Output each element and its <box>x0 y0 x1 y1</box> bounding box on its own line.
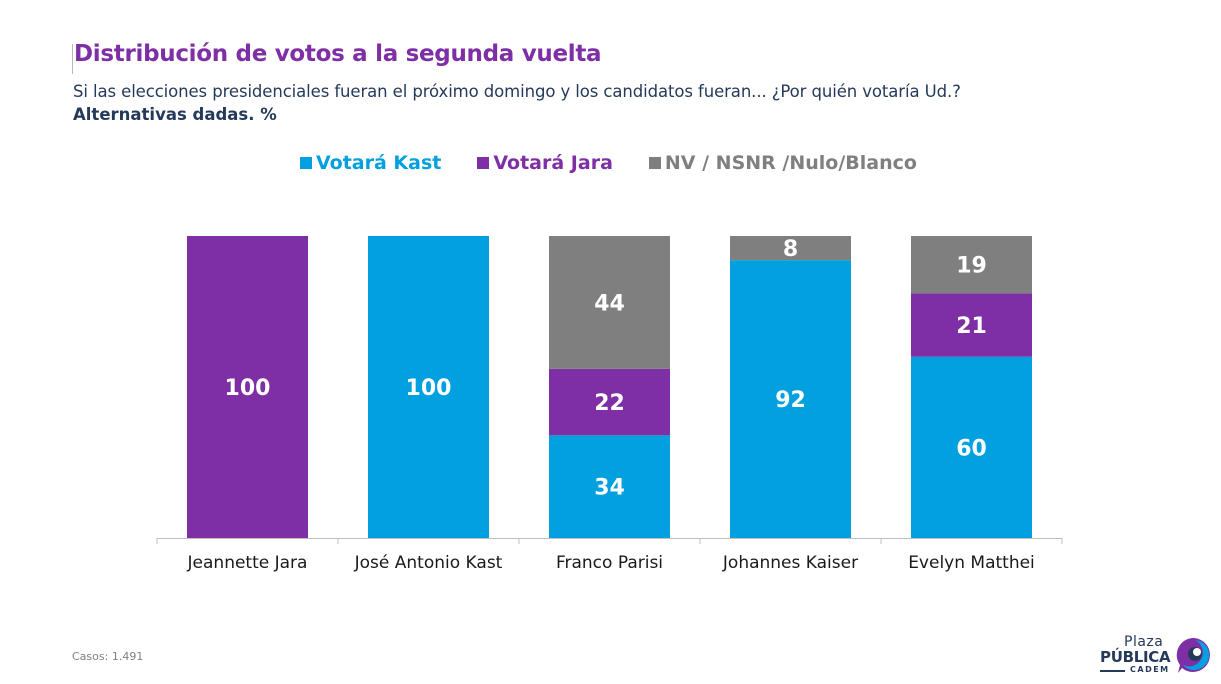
legend-swatch-kast <box>300 157 312 169</box>
x-axis <box>156 538 1063 544</box>
bar-segment-kast-3 <box>730 260 851 538</box>
logo-text-cadem: CADEM <box>1130 665 1170 674</box>
logo-text-plaza: Plaza <box>1124 634 1164 650</box>
data-label-nv-3: 8 <box>783 237 798 262</box>
category-label-1: José Antonio Kast <box>354 553 503 573</box>
sample-size-note: Casos: 1.491 <box>72 650 143 663</box>
chart-title: Distribución de votos a la segunda vuelt… <box>74 41 602 67</box>
bar-segment-kast-1 <box>368 236 489 538</box>
plaza-publica-cadem-logo: Plaza PÚBLICA CADEM <box>1100 634 1215 676</box>
logo-text-publica: PÚBLICA <box>1100 648 1171 666</box>
legend-item-nv: NV / NSNR /Nulo/Blanco <box>648 152 917 174</box>
category-label-4: Evelyn Matthei <box>908 553 1035 573</box>
data-label-kast-2: 34 <box>594 476 625 501</box>
category-label-2: Franco Parisi <box>556 553 663 573</box>
legend-swatch-jara <box>477 157 490 169</box>
chart-subtitle-units: Alternativas dadas. % <box>73 105 277 124</box>
casos-value: 1.491 <box>111 650 144 663</box>
bar-segment-kast-2 <box>549 435 670 538</box>
data-label-kast-1: 100 <box>406 376 452 401</box>
data-label-nv-2: 44 <box>594 291 625 316</box>
title-accent-line <box>72 44 73 74</box>
legend-label-kast: Votará Kast <box>316 152 442 174</box>
data-label-jara-2: 22 <box>594 391 625 416</box>
legend-swatch-nv <box>648 157 661 169</box>
bar-segment-kast-4 <box>911 356 1032 538</box>
chart-legend: Votará Kast Votará Jara NV / NSNR /Nulo/… <box>300 152 953 174</box>
logo-underline <box>1100 670 1125 672</box>
legend-label-jara: Votará Jara <box>493 152 613 174</box>
bar-segment-nv-3 <box>730 236 851 261</box>
casos-label: Casos: <box>72 650 109 663</box>
bar-segment-jara-4 <box>911 293 1032 357</box>
speech-bubble-logo-icon <box>1176 638 1210 673</box>
bars-group <box>187 236 1032 538</box>
bar-segment-jara-2 <box>549 368 670 436</box>
category-label-0: Jeannette Jara <box>187 553 308 573</box>
data-label-jara-0: 100 <box>225 376 271 401</box>
data-labels-group: 100 100 34 22 44 92 8 60 21 19 <box>225 237 987 501</box>
chart-subtitle: Si las elecciones presidenciales fueran … <box>73 82 961 101</box>
bar-segment-nv-4 <box>911 236 1032 294</box>
category-label-3: Johannes Kaiser <box>722 553 858 573</box>
data-label-nv-4: 19 <box>956 254 987 279</box>
data-label-jara-4: 21 <box>956 314 987 339</box>
legend-label-nv: NV / NSNR /Nulo/Blanco <box>664 152 917 174</box>
bar-segment-jara-0 <box>187 236 308 538</box>
data-label-kast-4: 60 <box>956 436 987 461</box>
bar-segment-nv-2 <box>549 236 670 369</box>
legend-item-kast: Votará Kast <box>300 152 441 174</box>
data-label-kast-3: 92 <box>775 388 806 413</box>
legend-item-jara: Votará Jara <box>477 152 613 174</box>
category-labels-group: Jeannette Jara José Antonio Kast Franco Pa… <box>187 553 1035 573</box>
